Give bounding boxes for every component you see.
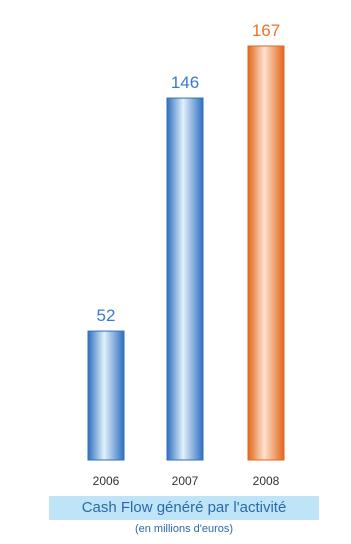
bar-2007 (166, 97, 204, 461)
chart-title: Cash Flow généré par l'activité (81, 499, 287, 516)
x-tick-label-2006: 2006 (93, 474, 120, 488)
bar-2006 (87, 330, 125, 461)
x-tick-label-2008: 2008 (253, 474, 280, 488)
chart-subtitle: (en millions d'euros) (134, 523, 234, 535)
bars-group (87, 45, 285, 461)
title-band (49, 496, 319, 520)
value-labels-group: 52 146 167 (97, 21, 281, 325)
value-label-2008: 167 (252, 21, 280, 40)
bar-2008 (247, 45, 285, 461)
value-label-2006: 52 (97, 306, 116, 325)
x-tick-label-2007: 2007 (172, 474, 199, 488)
value-label-2007: 146 (171, 73, 199, 92)
tick-labels-group: 2006 2007 2008 (93, 474, 280, 488)
